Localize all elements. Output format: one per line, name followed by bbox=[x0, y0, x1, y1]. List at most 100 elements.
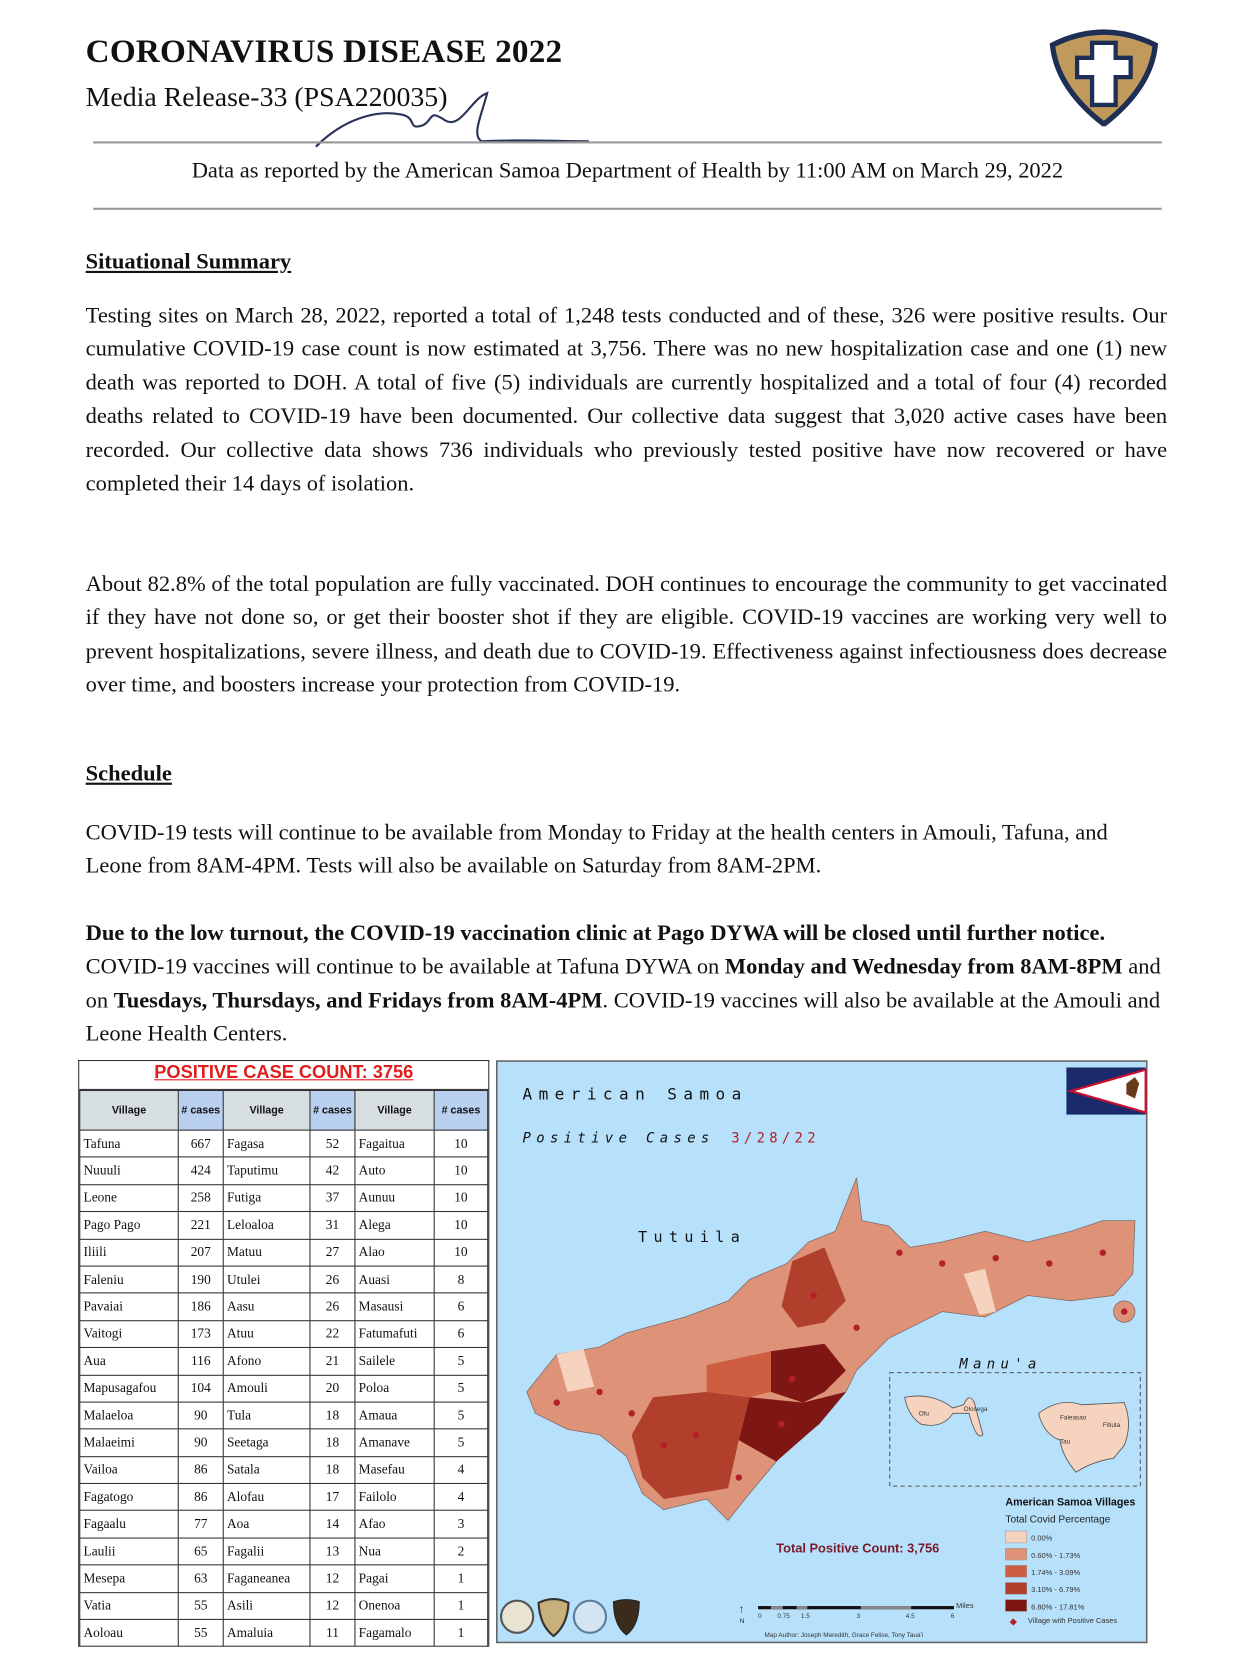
island-label: Fitiuta bbox=[1103, 1422, 1121, 1429]
village-name-cell: Vailoa bbox=[79, 1455, 179, 1485]
table-row: Iliili 207 Matuu 27 Alao 10 bbox=[79, 1238, 489, 1267]
region-mapusagafou bbox=[706, 1351, 771, 1398]
village-name-cell: Atuu bbox=[222, 1319, 311, 1349]
schedule-hours: Monday and Wednesday from 8AM-8PM bbox=[724, 953, 1123, 980]
village-name-cell: Afao bbox=[354, 1510, 435, 1539]
table-row: Vatia 55 Asili 12 Onenoa 1 bbox=[79, 1591, 489, 1621]
village-name-cell: Faleniu bbox=[79, 1265, 179, 1294]
village-name-cell: Alofau bbox=[222, 1482, 311, 1512]
case-count-cell: 90 bbox=[177, 1428, 224, 1457]
summary-paragraph-2: About 82.8% of the total population are … bbox=[85, 570, 1168, 698]
region-nuuuli bbox=[770, 1343, 846, 1403]
table-row: Mesepa 63 Faganeanea 12 Pagai 1 bbox=[79, 1564, 489, 1593]
map-subtitle: Positive Cases bbox=[523, 1130, 715, 1146]
case-count-cell: 186 bbox=[177, 1292, 224, 1321]
village-name-cell: Failolo bbox=[354, 1482, 435, 1512]
case-count-cell: 27 bbox=[309, 1238, 356, 1267]
case-count-cell: 11 bbox=[309, 1618, 356, 1648]
legend-swatch bbox=[1005, 1547, 1028, 1561]
table-row: Laulii 65 Fagalii 13 Nua 2 bbox=[79, 1537, 489, 1566]
village-name-cell: Fatumafuti bbox=[354, 1319, 435, 1349]
village-name-cell: Malaeimi bbox=[79, 1428, 179, 1457]
cases-column-header: # cases bbox=[309, 1089, 356, 1131]
village-name-cell: Alao bbox=[354, 1238, 435, 1267]
scale-tick-label: 0 bbox=[758, 1613, 762, 1620]
scale-tick-label: 1.5 bbox=[801, 1613, 810, 1620]
village-name-cell: Aasu bbox=[222, 1292, 311, 1321]
village-name-cell: Onenoa bbox=[354, 1591, 435, 1621]
health-department-shield-icon bbox=[1049, 29, 1159, 127]
legend-label: 3.10% - 6.79% bbox=[1031, 1585, 1080, 1594]
case-count-cell: 13 bbox=[309, 1537, 356, 1566]
village-name-cell: Fagalii bbox=[222, 1537, 311, 1566]
positive-case-marker-icon: ◆ bbox=[1010, 1616, 1018, 1627]
village-name-cell: Auasi bbox=[354, 1265, 435, 1294]
case-count-cell: 10 bbox=[433, 1156, 489, 1186]
case-count-cell: 12 bbox=[309, 1591, 356, 1621]
cases-column-header: # cases bbox=[177, 1089, 224, 1131]
table-row: Leone 258 Futiga 37 Aunuu 10 bbox=[79, 1183, 489, 1213]
village-name-cell: Fagaitua bbox=[354, 1129, 435, 1158]
case-count-cell: 4 bbox=[433, 1482, 489, 1512]
village-name-cell: Alega bbox=[354, 1211, 435, 1240]
island-label-tutuila: Tutuila bbox=[638, 1228, 746, 1246]
cases-column-header: # cases bbox=[433, 1089, 489, 1131]
map-date: 3/28/22 bbox=[731, 1130, 820, 1146]
american-samoa-flag-icon bbox=[1066, 1067, 1147, 1115]
case-count-cell: 104 bbox=[177, 1374, 224, 1403]
village-name-cell: Amaua bbox=[354, 1401, 435, 1430]
case-count-cell: 31 bbox=[309, 1211, 356, 1240]
case-count-cell: 190 bbox=[177, 1265, 224, 1294]
village-name-cell: Leloaloa bbox=[222, 1211, 311, 1240]
divider bbox=[93, 141, 1162, 144]
island-label: Faleasao bbox=[1060, 1415, 1087, 1422]
legend-subtitle: Total Covid Percentage bbox=[1005, 1515, 1110, 1526]
case-count-cell: 6 bbox=[433, 1292, 489, 1321]
region-zero bbox=[963, 1268, 996, 1315]
case-count-cell: 221 bbox=[177, 1211, 224, 1240]
case-count-cell: 1 bbox=[433, 1564, 489, 1593]
village-name-cell: Mesepa bbox=[79, 1564, 179, 1593]
case-count-cell: 258 bbox=[177, 1183, 224, 1213]
village-name-cell: Nuuuli bbox=[79, 1156, 179, 1186]
village-name-cell: Afono bbox=[222, 1347, 311, 1376]
release-number: Media Release-33 (PSA220035) bbox=[85, 81, 448, 113]
legend-label: 0.60% - 1.73% bbox=[1031, 1551, 1080, 1560]
table-row: Pago Pago 221 Leloaloa 31 Alega 10 bbox=[79, 1211, 489, 1240]
case-count-cell: 12 bbox=[309, 1564, 356, 1593]
case-count-cell: 10 bbox=[433, 1211, 489, 1240]
case-count-cell: 10 bbox=[433, 1238, 489, 1267]
village-name-cell: Fagatogo bbox=[79, 1482, 179, 1512]
village-name-cell: Aoa bbox=[222, 1510, 311, 1539]
table-row: Malaeimi 90 Seetaga 18 Amanave 5 bbox=[79, 1428, 489, 1457]
case-count-cell: 10 bbox=[433, 1129, 489, 1158]
case-count-cell: 55 bbox=[177, 1591, 224, 1621]
island-label: Olosega bbox=[964, 1406, 988, 1413]
north-arrow-icon: ↑ bbox=[739, 1603, 744, 1615]
village-name-cell: Vaitogi bbox=[79, 1319, 179, 1349]
village-name-cell: Aua bbox=[79, 1347, 179, 1376]
page-title: CORONAVIRUS DISEASE 2022 bbox=[85, 32, 563, 70]
tau-island bbox=[1038, 1402, 1129, 1473]
village-name-cell: Fagasa bbox=[222, 1129, 311, 1158]
village-name-cell: Futiga bbox=[222, 1183, 311, 1213]
village-name-cell: Utulei bbox=[222, 1265, 311, 1294]
legend-label: 1.74% - 3.09% bbox=[1031, 1568, 1080, 1577]
table-row: Aoloau 55 Amaluia 11 Fagamalo 1 bbox=[79, 1618, 489, 1648]
region-pago-pago bbox=[781, 1247, 846, 1328]
scale-tick-label: 3 bbox=[857, 1613, 861, 1620]
agency-logos bbox=[500, 1598, 640, 1638]
ofu-olosega-islands bbox=[904, 1395, 984, 1437]
table-row: Aua 116 Afono 21 Sailele 5 bbox=[79, 1347, 489, 1376]
case-count-cell: 55 bbox=[177, 1618, 224, 1648]
case-count-cell: 26 bbox=[309, 1265, 356, 1294]
village-name-cell: Amouli bbox=[222, 1374, 311, 1403]
village-name-cell: Taputimu bbox=[222, 1156, 311, 1186]
case-count-cell: 2 bbox=[433, 1537, 489, 1566]
case-count-cell: 90 bbox=[177, 1401, 224, 1430]
case-count-cell: 4 bbox=[433, 1455, 489, 1485]
village-name-cell: Matuu bbox=[222, 1238, 311, 1267]
scale-tick-label: 0.75 bbox=[777, 1613, 790, 1620]
island-label: Ofu bbox=[919, 1410, 930, 1417]
case-count-cell: 77 bbox=[177, 1510, 224, 1539]
